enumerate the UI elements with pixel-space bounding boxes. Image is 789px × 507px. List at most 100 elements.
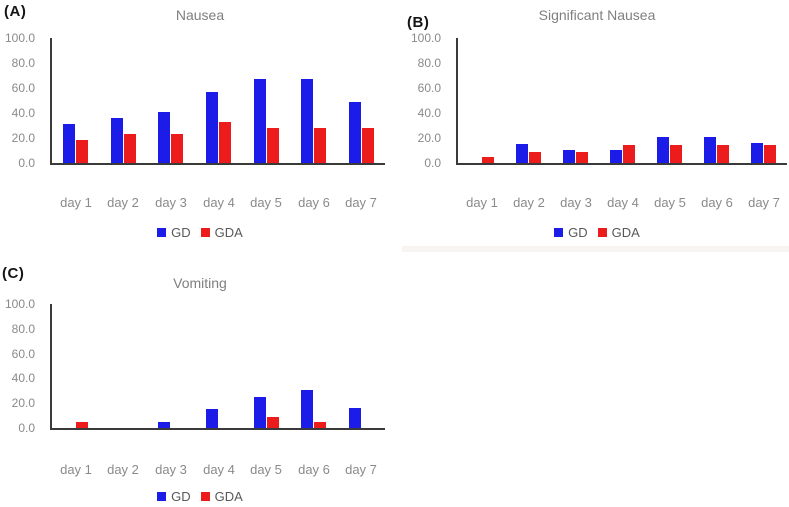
gda-color-swatch: [200, 492, 210, 501]
x-label-day-5: day 5: [250, 462, 282, 477]
y-axis: [50, 38, 52, 165]
x-axis: [50, 163, 385, 165]
x-label-day-3: day 3: [155, 195, 187, 210]
gd-color-swatch: [157, 492, 167, 501]
gda-color-swatch: [597, 228, 607, 237]
y-tick-label: 100.0: [4, 297, 35, 311]
y-axis: [50, 304, 52, 430]
panel-vomiting: (C) Vomiting 100.0 80.0 60.0 40.0 20.0 0.0 day…: [0, 255, 400, 507]
legend-item-gda: GDA: [200, 489, 243, 504]
bar-gd-day-4: [206, 92, 218, 163]
x-label-day-6: day 6: [701, 195, 733, 210]
bar-gda-day-7: [764, 145, 776, 163]
x-label-day-7: day 7: [748, 195, 780, 210]
panel-label-b: (B): [407, 14, 430, 31]
x-label-day-7: day 7: [345, 195, 377, 210]
bar-gd-day-1: [63, 124, 75, 163]
scan-artifact-band: [402, 246, 789, 252]
x-label-day-5: day 5: [654, 195, 686, 210]
x-label-day-2: day 2: [513, 195, 545, 210]
bar-gda-day-3: [576, 152, 588, 163]
legend-label-gd: GD: [171, 489, 191, 504]
x-label-day-1: day 1: [466, 195, 498, 210]
bar-gda-day-3: [171, 134, 183, 163]
chart-title-nausea: Nausea: [175, 7, 225, 23]
bar-gd-day-5: [657, 137, 669, 163]
legend-label-gda: GDA: [214, 489, 243, 504]
x-axis: [456, 163, 787, 165]
x-label-day-2: day 2: [107, 462, 139, 477]
x-axis: [50, 428, 385, 430]
chart-title-significant-nausea: Significant Nausea: [538, 7, 656, 23]
panel-label-a: (A): [4, 3, 27, 20]
bar-gda-day-2: [529, 152, 541, 163]
legend-item-gd: GD: [554, 225, 588, 240]
bar-gda-day-1: [76, 422, 88, 428]
bar-gd-day-4: [610, 150, 622, 163]
bar-gd-day-3: [158, 422, 170, 428]
gd-color-swatch: [157, 228, 167, 237]
bar-gda-day-6: [314, 422, 326, 428]
bar-gda-day-4: [623, 145, 635, 163]
bar-gd-day-3: [158, 112, 170, 163]
x-label-day-7: day 7: [345, 462, 377, 477]
y-tick-label: 20.0: [417, 131, 441, 145]
legend-label-gda: GDA: [214, 225, 243, 240]
y-tick-label: 40.0: [11, 371, 35, 386]
bar-gda-day-2: [124, 134, 136, 163]
y-tick-label: 80.0: [11, 321, 35, 336]
bar-gda-day-5: [670, 145, 682, 163]
y-tick-label: 40.0: [417, 106, 441, 120]
bar-gda-day-7: [362, 128, 374, 163]
x-label-day-4: day 4: [203, 462, 235, 477]
x-label-day-4: day 4: [607, 195, 639, 210]
bar-gda-day-1: [76, 140, 88, 163]
gd-color-swatch: [554, 228, 564, 237]
bar-gd-day-4: [206, 409, 218, 428]
legend-item-gd: GD: [157, 489, 191, 504]
y-tick-label: 100.0: [4, 31, 35, 45]
bar-gd-day-3: [563, 150, 575, 163]
x-label-day-6: day 6: [298, 195, 330, 210]
bar-gd-day-2: [111, 118, 123, 163]
bar-gda-day-1: [482, 157, 494, 163]
legend-label-gd: GD: [568, 225, 588, 240]
bar-gd-day-7: [349, 102, 361, 163]
bar-gd-day-6: [301, 390, 313, 428]
x-label-day-6: day 6: [298, 462, 330, 477]
bar-gda-day-4: [219, 122, 231, 163]
x-label-day-1: day 1: [60, 462, 92, 477]
panel-significant-nausea: (B) Significant Nausea 100.0 80.0 60.0 40.0…: [405, 0, 789, 253]
y-tick-label: 80.0: [417, 56, 441, 70]
y-tick-label: 60.0: [11, 81, 35, 95]
bar-gd-day-6: [704, 137, 716, 163]
y-tick-label: 80.0: [11, 56, 35, 70]
legend-item-gda: GDA: [200, 225, 243, 240]
bar-gda-day-6: [717, 145, 729, 163]
bar-gda-day-5: [267, 128, 279, 163]
bar-gda-day-5: [267, 417, 279, 428]
y-tick-label: 20.0: [11, 396, 35, 411]
x-label-day-1: day 1: [60, 195, 92, 210]
panel-label-c: (C): [2, 265, 25, 282]
legend-label-gda: GDA: [611, 225, 640, 240]
chart-title-vomiting: Vomiting: [173, 275, 227, 291]
bar-gd-day-2: [516, 144, 528, 163]
y-tick-label: 0.0: [18, 156, 35, 170]
legend-item-gda: GDA: [597, 225, 640, 240]
legend: GD GDA: [405, 225, 789, 240]
y-axis: [456, 38, 458, 165]
y-tick-label: 100.0: [410, 31, 441, 45]
panel-nausea: (A) Nausea 100.0 80.0 60.0 40.0 20.0 0.0 day 1…: [0, 0, 400, 253]
x-label-day-2: day 2: [107, 195, 139, 210]
bar-gd-day-5: [254, 397, 266, 428]
bar-gd-day-7: [349, 408, 361, 428]
y-tick-label: 60.0: [417, 81, 441, 95]
legend: GD GDA: [0, 225, 400, 240]
x-label-day-3: day 3: [155, 462, 187, 477]
x-label-day-4: day 4: [203, 195, 235, 210]
legend-label-gd: GD: [171, 225, 191, 240]
x-label-day-3: day 3: [560, 195, 592, 210]
y-tick-label: 40.0: [11, 106, 35, 120]
legend: GD GDA: [0, 489, 400, 504]
